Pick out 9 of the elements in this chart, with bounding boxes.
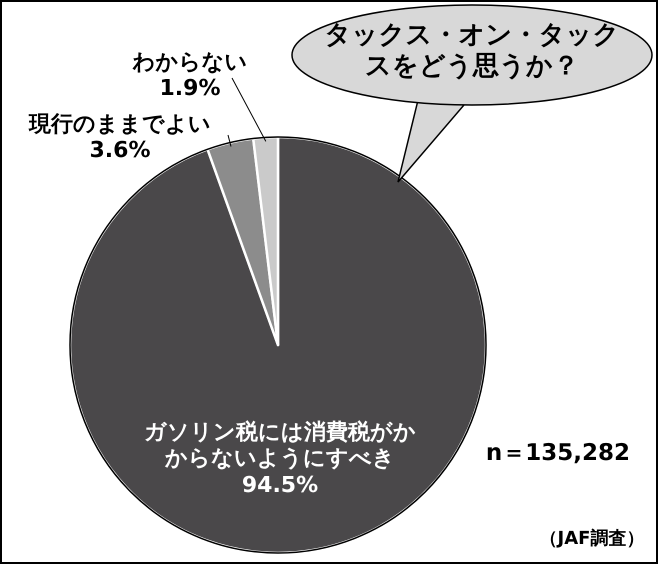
- data-label: 3.6%: [88, 138, 152, 165]
- chart-title: タックス・オン・タックスをどう思うか？: [324, 20, 620, 82]
- data-label: 1.9%: [158, 76, 222, 103]
- text: n＝135,282: [484, 440, 632, 468]
- slice-label: 現行のままでよい: [28, 112, 212, 138]
- slice-label: わからない: [132, 50, 248, 76]
- text: （JAF調査）: [538, 528, 646, 550]
- data-label: 94.5%: [240, 472, 320, 500]
- slice-label: ガソリン税には消費税がかからないようにすべき: [143, 420, 417, 473]
